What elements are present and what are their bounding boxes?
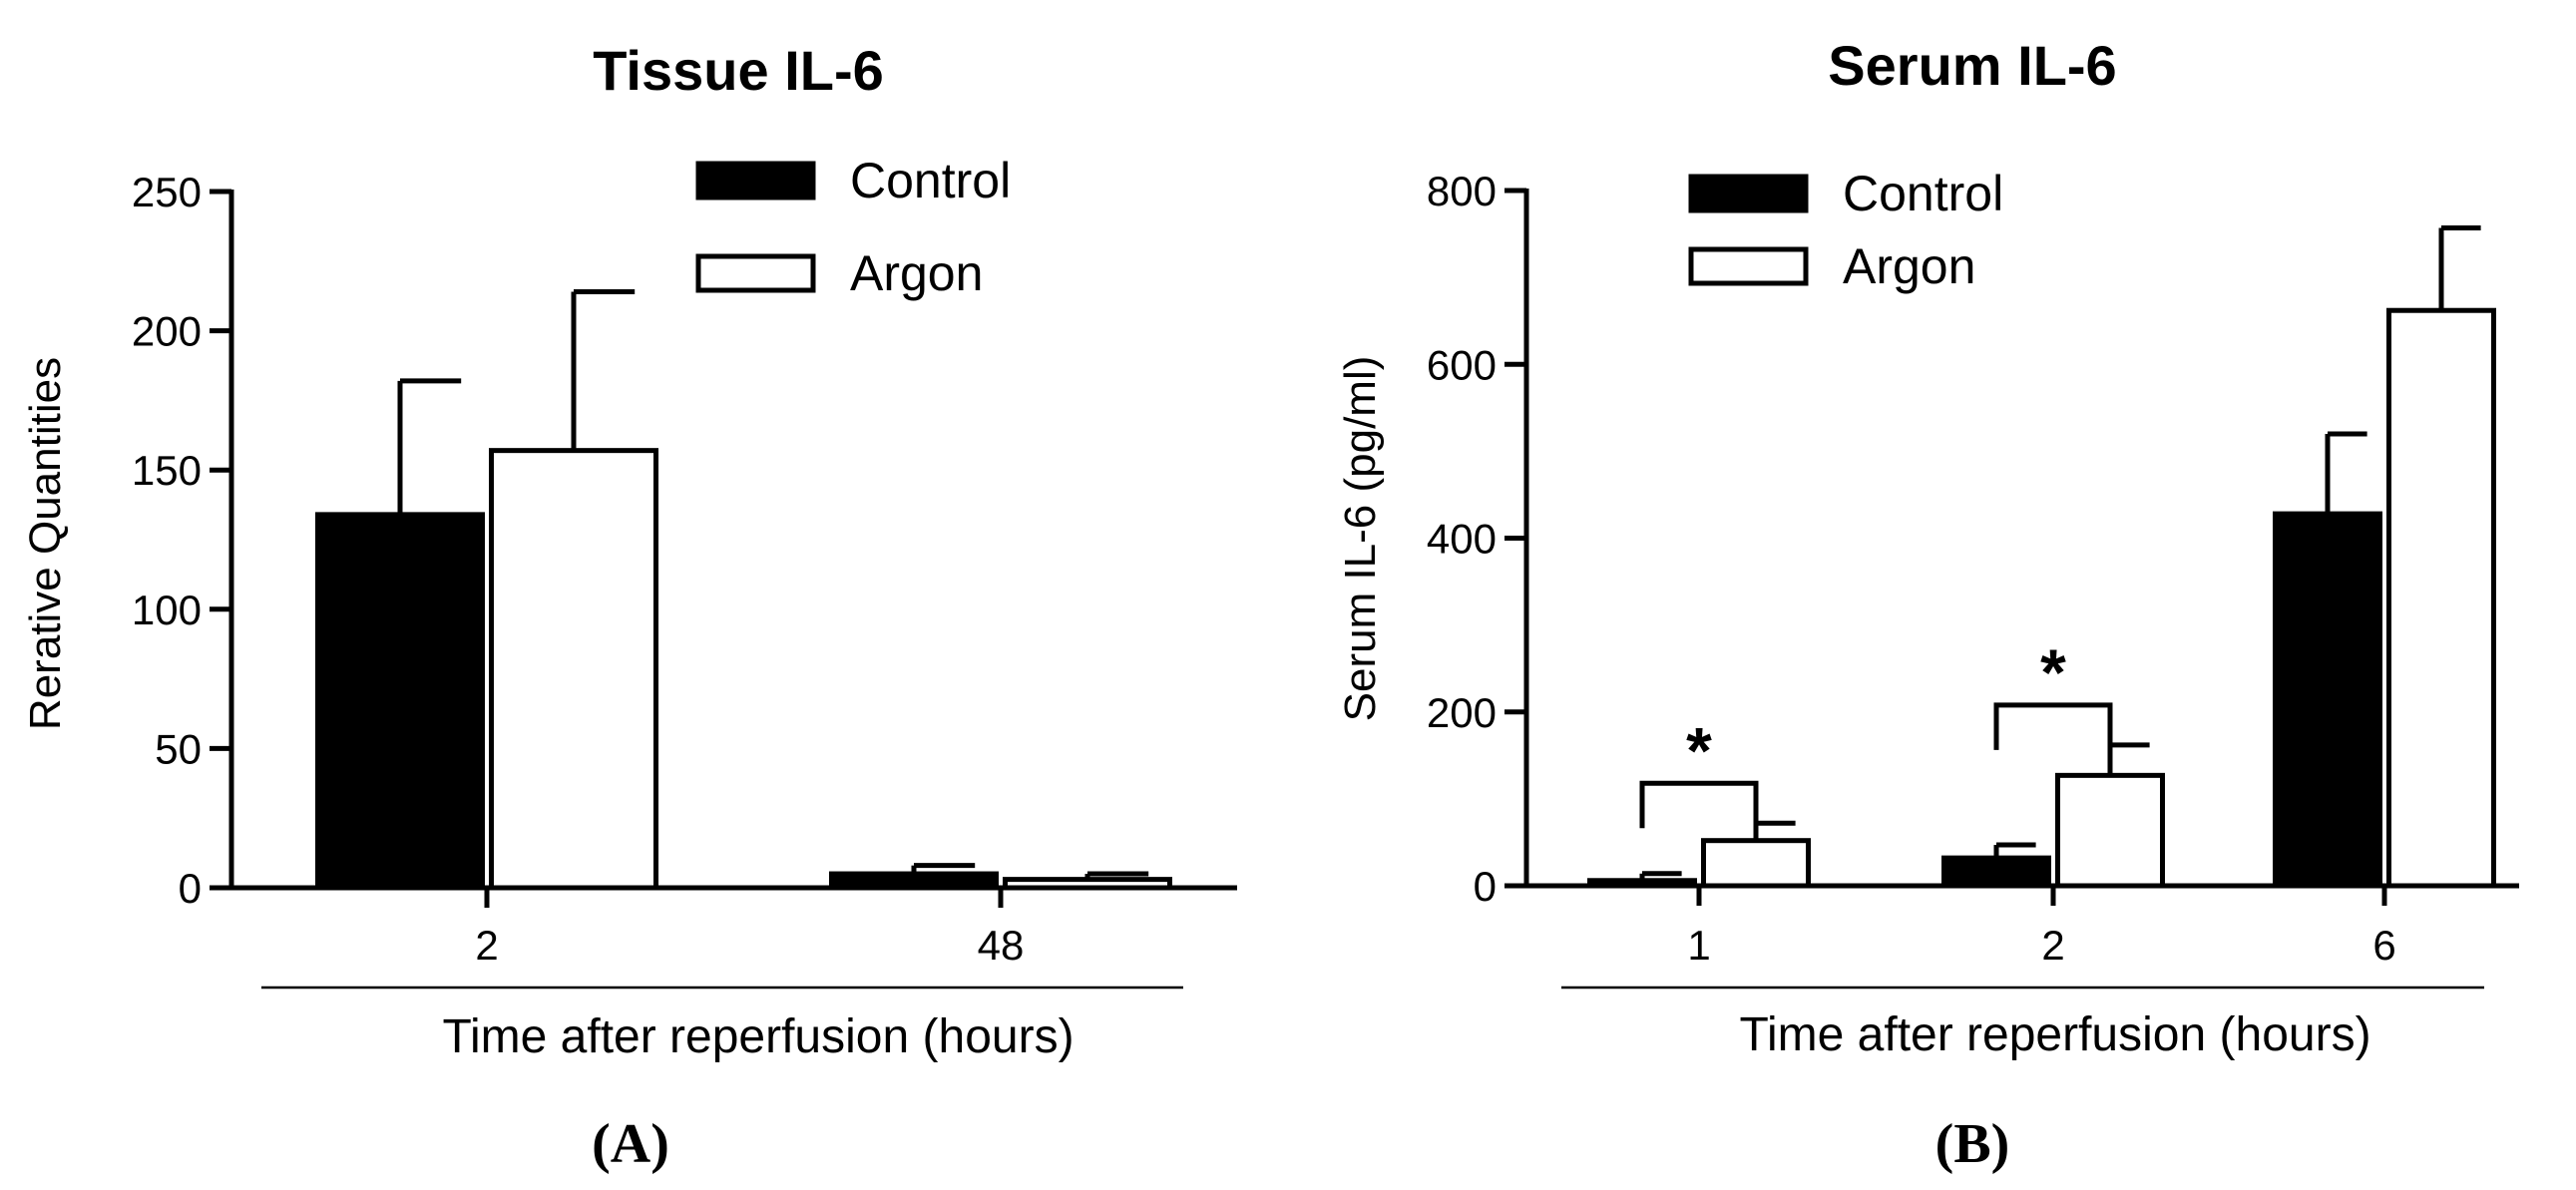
panel-b-legend: Control Argon bbox=[1688, 166, 2003, 294]
panel-a-x-axis-label: Time after reperfusion (hours) bbox=[442, 1010, 1073, 1063]
panel-a-legend: Control Argon bbox=[695, 153, 1011, 301]
panel-b-bar-argon-6 bbox=[2386, 307, 2496, 889]
panel-a-y-axis-label: Rerative Quantities bbox=[21, 357, 70, 730]
panel-a-legend-swatch bbox=[695, 161, 816, 200]
panel-a-label: (A) bbox=[592, 1113, 669, 1175]
panel-a-bar-control-2 bbox=[315, 512, 485, 891]
panel-b-x-axis-label: Time after reperfusion (hours) bbox=[1739, 1008, 2370, 1061]
panel-b-significance-star: * bbox=[1686, 713, 1712, 787]
panel-b-y-tick-label: 0 bbox=[1474, 863, 1497, 910]
panel-b-y-tick-label: 400 bbox=[1427, 516, 1497, 563]
panel-a-legend-label: Control bbox=[850, 153, 1011, 208]
panel-a-legend-label: Argon bbox=[850, 245, 983, 301]
panel-a-bar-argon-48 bbox=[1003, 877, 1172, 891]
panel-b-legend-label: Argon bbox=[1843, 238, 1975, 294]
panel-a-x-tick-label: 48 bbox=[978, 922, 1025, 969]
panel-a-y-tick-label: 200 bbox=[132, 308, 202, 355]
panel-b-y-tick-label: 600 bbox=[1427, 341, 1497, 388]
panel-b-x-tick-label: 1 bbox=[1687, 922, 1710, 969]
panel-b-legend-label: Control bbox=[1843, 166, 2003, 221]
panel-a-bar-argon-2 bbox=[489, 448, 658, 891]
panel-a-y-tick-label: 50 bbox=[155, 725, 202, 772]
panel-b-x-tick-label: 2 bbox=[2041, 922, 2064, 969]
panel-a-bars bbox=[315, 289, 1172, 891]
panel-b-significance-star: * bbox=[2040, 635, 2066, 709]
panel-b-legend-swatch bbox=[1688, 246, 1809, 286]
panel-b-bar-control-2 bbox=[1941, 855, 2051, 889]
panel-a-y-tick-label: 100 bbox=[132, 587, 202, 633]
panel-a-legend-swatch bbox=[695, 253, 816, 293]
panel-b-x-tick-label: 6 bbox=[2372, 922, 2395, 969]
panel-b-significance-bracket bbox=[1993, 702, 2113, 750]
panel-a-title: Tissue IL-6 bbox=[593, 39, 884, 102]
panel-a-x-tick-label: 2 bbox=[475, 922, 498, 969]
panel-b-bar-argon-2 bbox=[2055, 772, 2165, 889]
panel-b-y-tick-label: 800 bbox=[1427, 168, 1497, 214]
panel-b-significance-bracket bbox=[1639, 780, 1759, 829]
panel-a-y-tick-label: 150 bbox=[132, 447, 202, 494]
panel-b-bar-control-1 bbox=[1587, 878, 1697, 889]
panel-a-y-tick-label: 250 bbox=[132, 169, 202, 215]
panel-a-bar-control-48 bbox=[829, 871, 999, 891]
panel-b-bar-argon-1 bbox=[1701, 838, 1811, 889]
panel-b-annotations: ** bbox=[1639, 635, 2113, 829]
panel-b-bars bbox=[1587, 224, 2496, 889]
panel-a-y-tick-label: 0 bbox=[179, 865, 202, 912]
panel-b-label: (B) bbox=[1935, 1113, 2010, 1175]
panel-b-y-tick-label: 200 bbox=[1427, 689, 1497, 736]
panel-a: Tissue IL-6 Rerative Quantities Time aft… bbox=[21, 39, 1237, 1175]
panel-b-title: Serum IL-6 bbox=[1828, 34, 2116, 97]
panel-b-y-axis-label: Serum IL-6 (pg/ml) bbox=[1336, 356, 1385, 722]
panel-b: Serum IL-6 Serum IL-6 (pg/ml) Time after… bbox=[1336, 34, 2519, 1175]
panel-a-axes: 0 50 100 150 200 250 2 48 bbox=[132, 169, 1237, 990]
panel-b-bar-control-6 bbox=[2273, 511, 2382, 889]
panel-b-legend-swatch bbox=[1688, 174, 1809, 213]
